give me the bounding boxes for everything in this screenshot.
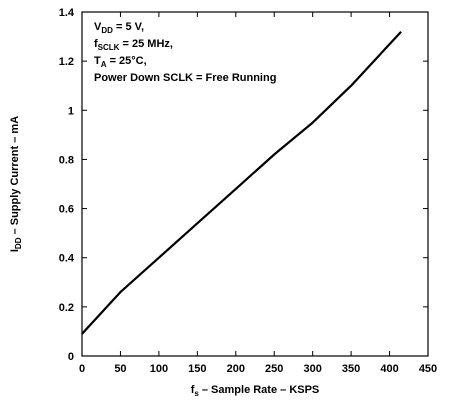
y-tick-label: 0.2: [59, 302, 74, 314]
y-axis-label-group: IDD – Supply Current – mA: [9, 116, 23, 252]
y-tick-label: 1.2: [59, 56, 74, 68]
y-axis-label: IDD – Supply Current – mA: [9, 116, 23, 252]
x-tick-label: 400: [380, 363, 398, 375]
plot-frame: [81, 11, 429, 357]
x-tick-label: 50: [114, 363, 126, 375]
x-tick-label: 450: [419, 363, 437, 375]
y-tick-label: 1.4: [59, 7, 75, 19]
y-tick-label: 0.6: [59, 204, 74, 216]
axes-layer: [81, 11, 429, 357]
labels-layer: 0 50 100 150 200 250 300 350 400 450 0 0.2 0.4 0.6 0.8…: [9, 7, 437, 398]
y-tick-label: 0.8: [59, 154, 74, 166]
series-layer: [81, 30, 402, 335]
condition-label: Power Down SCLK = Free Running: [94, 72, 276, 84]
x-tick-label: 200: [227, 363, 245, 375]
y-tick-label: 0.4: [59, 253, 75, 265]
x-tick-label: 300: [303, 363, 321, 375]
condition-label: fSCLK = 25 MHz,: [94, 38, 173, 52]
y-tick-label: 0: [68, 351, 74, 363]
supply-current-line: [81, 30, 402, 335]
x-tick-label: 0: [79, 363, 85, 375]
condition-label: TA = 25°C,: [94, 55, 147, 69]
x-tick-label: 250: [265, 363, 283, 375]
x-tick-label: 100: [150, 363, 168, 375]
x-axis-label: fs – Sample Rate – KSPS: [191, 384, 320, 398]
x-tick-label: 350: [342, 363, 360, 375]
x-tick-label: 150: [188, 363, 206, 375]
y-tick-label: 1: [68, 105, 74, 117]
condition-label: VDD = 5 V,: [94, 21, 144, 35]
ticks-layer: [81, 11, 429, 357]
